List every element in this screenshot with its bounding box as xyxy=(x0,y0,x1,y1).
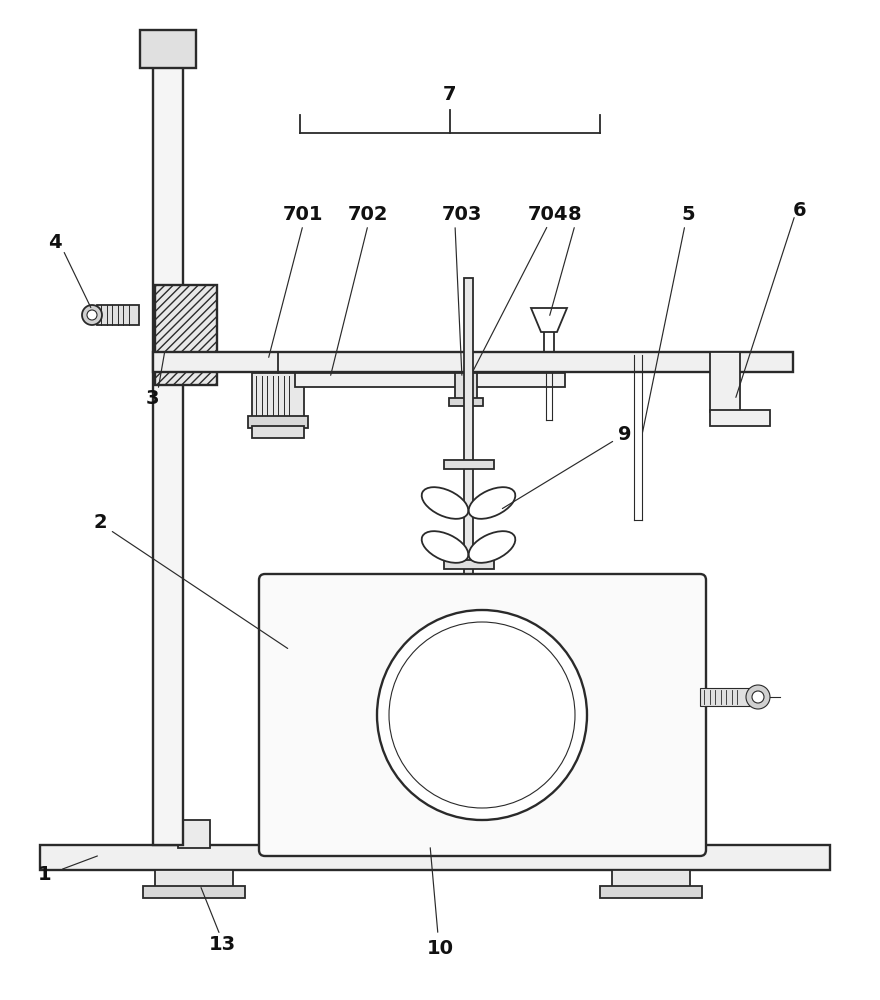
Ellipse shape xyxy=(469,487,516,519)
Text: 704: 704 xyxy=(528,206,568,225)
Bar xyxy=(444,460,494,469)
Bar xyxy=(140,30,196,68)
Text: 7: 7 xyxy=(444,86,457,104)
Ellipse shape xyxy=(422,531,468,563)
Bar xyxy=(155,870,233,888)
Bar xyxy=(248,416,308,428)
Bar xyxy=(252,426,304,438)
Bar xyxy=(450,781,487,789)
Text: 9: 9 xyxy=(619,426,632,444)
Circle shape xyxy=(377,610,587,820)
Bar xyxy=(444,560,494,569)
Bar xyxy=(153,50,183,845)
Bar xyxy=(295,373,565,387)
Bar xyxy=(635,820,667,848)
Bar xyxy=(143,886,245,898)
Bar xyxy=(464,278,473,788)
Bar xyxy=(97,305,139,325)
Bar xyxy=(252,373,304,418)
Bar xyxy=(612,870,690,888)
Circle shape xyxy=(389,622,575,808)
Text: 701: 701 xyxy=(282,206,323,225)
Circle shape xyxy=(82,305,102,325)
Bar xyxy=(449,398,483,406)
Bar xyxy=(155,285,217,385)
Text: 6: 6 xyxy=(793,200,807,220)
Text: 2: 2 xyxy=(93,512,106,532)
Text: 1: 1 xyxy=(38,865,52,884)
Text: 5: 5 xyxy=(681,206,695,225)
Text: 10: 10 xyxy=(427,938,453,958)
FancyBboxPatch shape xyxy=(259,574,706,856)
Bar xyxy=(455,373,477,401)
Text: 4: 4 xyxy=(48,232,62,251)
Text: 702: 702 xyxy=(348,206,388,225)
Text: 3: 3 xyxy=(145,388,158,408)
Bar xyxy=(178,820,210,848)
Text: 8: 8 xyxy=(568,206,582,225)
Bar xyxy=(153,352,793,372)
Text: 703: 703 xyxy=(442,206,482,225)
Text: 13: 13 xyxy=(209,936,236,954)
Polygon shape xyxy=(531,308,567,332)
Bar xyxy=(600,886,702,898)
Ellipse shape xyxy=(422,487,468,519)
Ellipse shape xyxy=(469,531,516,563)
Bar xyxy=(710,352,740,412)
Circle shape xyxy=(87,310,97,320)
Bar xyxy=(700,688,752,706)
Bar xyxy=(710,410,770,426)
Circle shape xyxy=(752,691,764,703)
Circle shape xyxy=(746,685,770,709)
Bar xyxy=(40,845,830,870)
